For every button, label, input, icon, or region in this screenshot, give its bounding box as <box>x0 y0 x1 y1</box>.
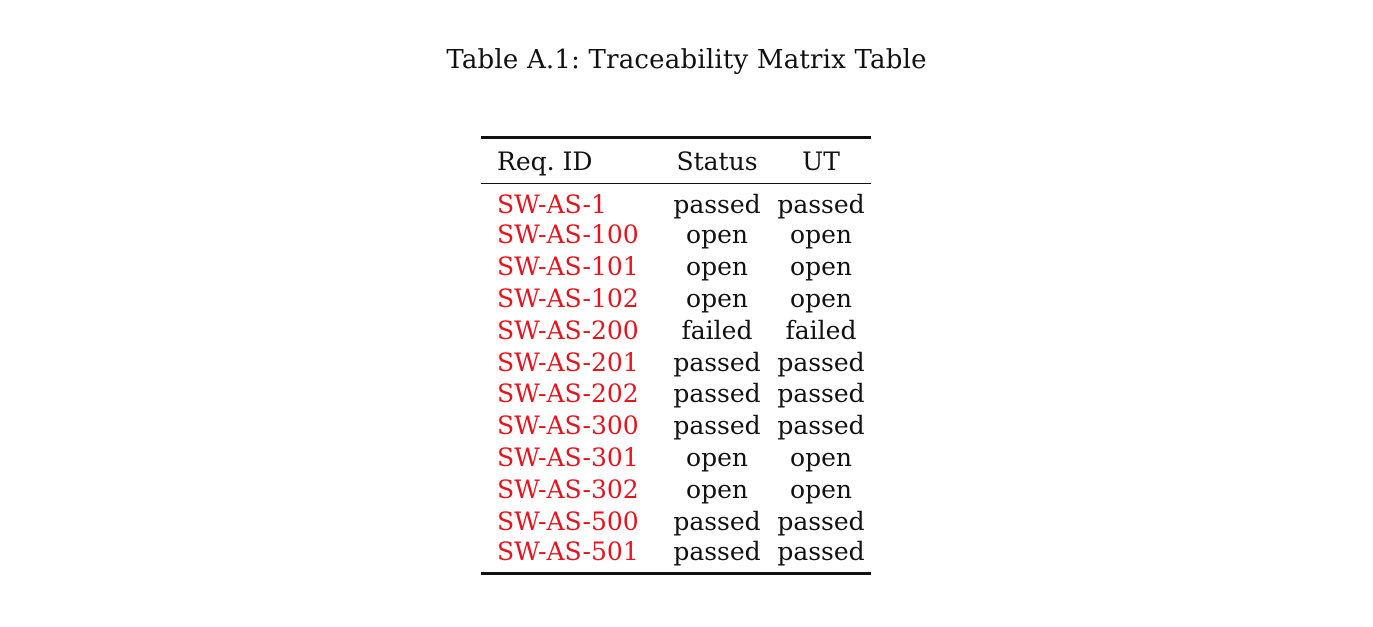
ut-cell: passed <box>777 536 865 566</box>
req-id-link[interactable]: SW-AS-101 <box>497 252 639 282</box>
table-row: SW-AS-301 open open <box>481 442 871 474</box>
ut-cell: passed <box>777 379 865 409</box>
table-row: SW-AS-201 passed passed <box>481 346 871 378</box>
status-cell: open <box>686 283 748 313</box>
header-ut: UT <box>802 146 840 176</box>
req-id-link[interactable]: SW-AS-200 <box>497 315 639 345</box>
table-row: SW-AS-202 passed passed <box>481 378 871 410</box>
ut-cell: open <box>790 442 852 472</box>
ut-cell: passed <box>777 190 865 219</box>
header-status: Status <box>676 146 758 176</box>
table-row: SW-AS-1 passed passed <box>481 184 871 219</box>
table-row: SW-AS-500 passed passed <box>481 505 871 537</box>
status-cell: passed <box>673 347 761 377</box>
ut-cell: passed <box>777 506 865 536</box>
req-id-link[interactable]: SW-AS-302 <box>497 474 639 504</box>
ut-cell: passed <box>777 411 865 441</box>
req-id-link[interactable]: SW-AS-100 <box>497 220 639 250</box>
req-id-link[interactable]: SW-AS-201 <box>497 347 639 377</box>
table-row: SW-AS-100 open open <box>481 219 871 251</box>
ut-cell: open <box>790 252 852 282</box>
table-row: SW-AS-501 passed passed <box>481 537 871 574</box>
table-row: SW-AS-101 open open <box>481 251 871 283</box>
table-header-row: Req. ID Status UT <box>481 137 871 184</box>
table-row: SW-AS-300 passed passed <box>481 410 871 442</box>
status-cell: failed <box>681 315 753 345</box>
traceability-table-container: Req. ID Status UT SW-AS-1 passed passed … <box>481 136 871 575</box>
status-cell: open <box>686 252 748 282</box>
req-id-link[interactable]: SW-AS-102 <box>497 283 639 313</box>
req-id-link[interactable]: SW-AS-1 <box>497 190 607 219</box>
status-cell: open <box>686 442 748 472</box>
req-id-link[interactable]: SW-AS-501 <box>497 536 639 566</box>
req-id-link[interactable]: SW-AS-500 <box>497 506 639 536</box>
ut-cell: open <box>790 474 852 504</box>
ut-cell: passed <box>777 347 865 377</box>
status-cell: passed <box>673 379 761 409</box>
req-id-link[interactable]: SW-AS-202 <box>497 379 639 409</box>
table-row: SW-AS-102 open open <box>481 283 871 315</box>
status-cell: passed <box>673 411 761 441</box>
ut-cell: open <box>790 220 852 250</box>
table-row: SW-AS-302 open open <box>481 473 871 505</box>
status-cell: passed <box>673 190 761 219</box>
traceability-matrix-table: Req. ID Status UT SW-AS-1 passed passed … <box>481 136 871 575</box>
status-cell: passed <box>673 536 761 566</box>
header-req-id: Req. ID <box>497 146 593 176</box>
ut-cell: open <box>790 283 852 313</box>
status-cell: open <box>686 220 748 250</box>
status-cell: open <box>686 474 748 504</box>
req-id-link[interactable]: SW-AS-301 <box>497 442 639 472</box>
table-row: SW-AS-200 failed failed <box>481 314 871 346</box>
table-caption: Table A.1: Traceability Matrix Table <box>446 45 927 75</box>
req-id-link[interactable]: SW-AS-300 <box>497 411 639 441</box>
ut-cell: failed <box>785 315 857 345</box>
status-cell: passed <box>673 506 761 536</box>
